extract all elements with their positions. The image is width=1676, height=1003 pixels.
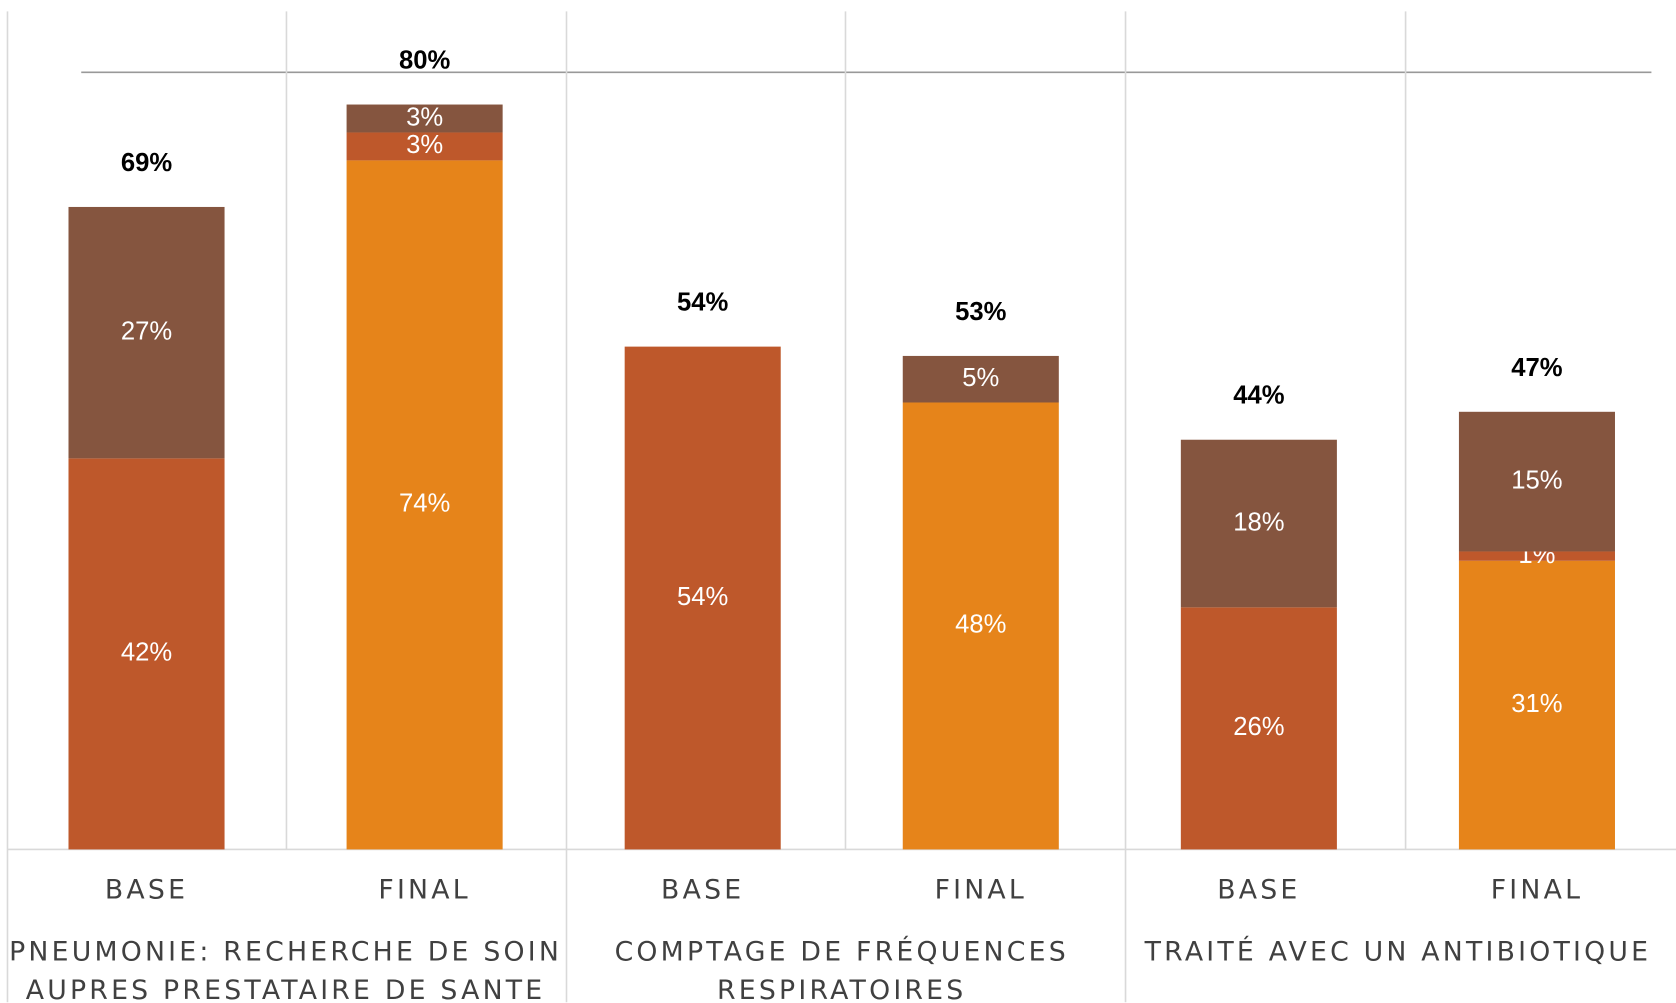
data-label: 31% xyxy=(1511,690,1562,718)
group-label-box: PNEUMONIE: RECHERCHE DE SOIN AUPRES PRES… xyxy=(9,935,563,1003)
bar-segment xyxy=(1180,439,1337,608)
x-tick-label: BASE xyxy=(1217,875,1300,906)
bar-segment xyxy=(68,458,225,850)
bar-segment xyxy=(346,132,503,161)
total-label: 44% xyxy=(1233,382,1285,410)
data-label: 26% xyxy=(1233,713,1284,741)
data-label: 42% xyxy=(121,639,172,667)
bar-segment xyxy=(346,160,503,850)
x-tick-label: BASE xyxy=(105,875,188,906)
group-label-box: TRAITÉ AVEC UN ANTIBIOTIQUE xyxy=(1144,935,1652,967)
bar-segment xyxy=(902,402,1059,850)
bar-segment xyxy=(68,206,225,459)
bar-segment xyxy=(1458,560,1615,850)
data-label: 15% xyxy=(1511,466,1562,494)
group-label: COMPTAGE DE FRÉQUENCES RESPIRATOIRES xyxy=(614,935,1069,1003)
data-label: 27% xyxy=(121,317,172,345)
x-tick-label: FINAL xyxy=(1491,875,1583,906)
bar-segment xyxy=(624,346,781,850)
bar-segment xyxy=(1458,411,1615,552)
data-label: 3% xyxy=(406,103,443,131)
group-label: PNEUMONIE: RECHERCHE DE SOIN AUPRES PRES… xyxy=(9,935,563,1003)
separators xyxy=(6,11,1676,1003)
data-label: 18% xyxy=(1233,508,1284,536)
x-tick-label: FINAL xyxy=(378,875,470,906)
bar-segment xyxy=(346,104,503,133)
data-label: 74% xyxy=(399,490,450,518)
x-tick-label: FINAL xyxy=(935,875,1027,906)
total-label: 80% xyxy=(399,47,451,75)
bar-segment xyxy=(1180,607,1337,850)
x-tick-label: BASE xyxy=(661,875,744,906)
data-label: 5% xyxy=(962,364,999,392)
total-label: 54% xyxy=(677,289,729,317)
data-label: 48% xyxy=(955,611,1006,639)
data-label: 3% xyxy=(406,131,443,159)
data-label: 54% xyxy=(677,583,728,611)
total-label: 53% xyxy=(955,298,1007,326)
total-label: 47% xyxy=(1511,354,1563,382)
total-label: 69% xyxy=(121,149,173,177)
group-label-box: COMPTAGE DE FRÉQUENCES RESPIRATOIRES xyxy=(614,935,1069,1003)
group-label: TRAITÉ AVEC UN ANTIBIOTIQUE xyxy=(1144,935,1652,967)
bar-segment xyxy=(902,355,1059,403)
bar-segment xyxy=(1458,551,1615,561)
